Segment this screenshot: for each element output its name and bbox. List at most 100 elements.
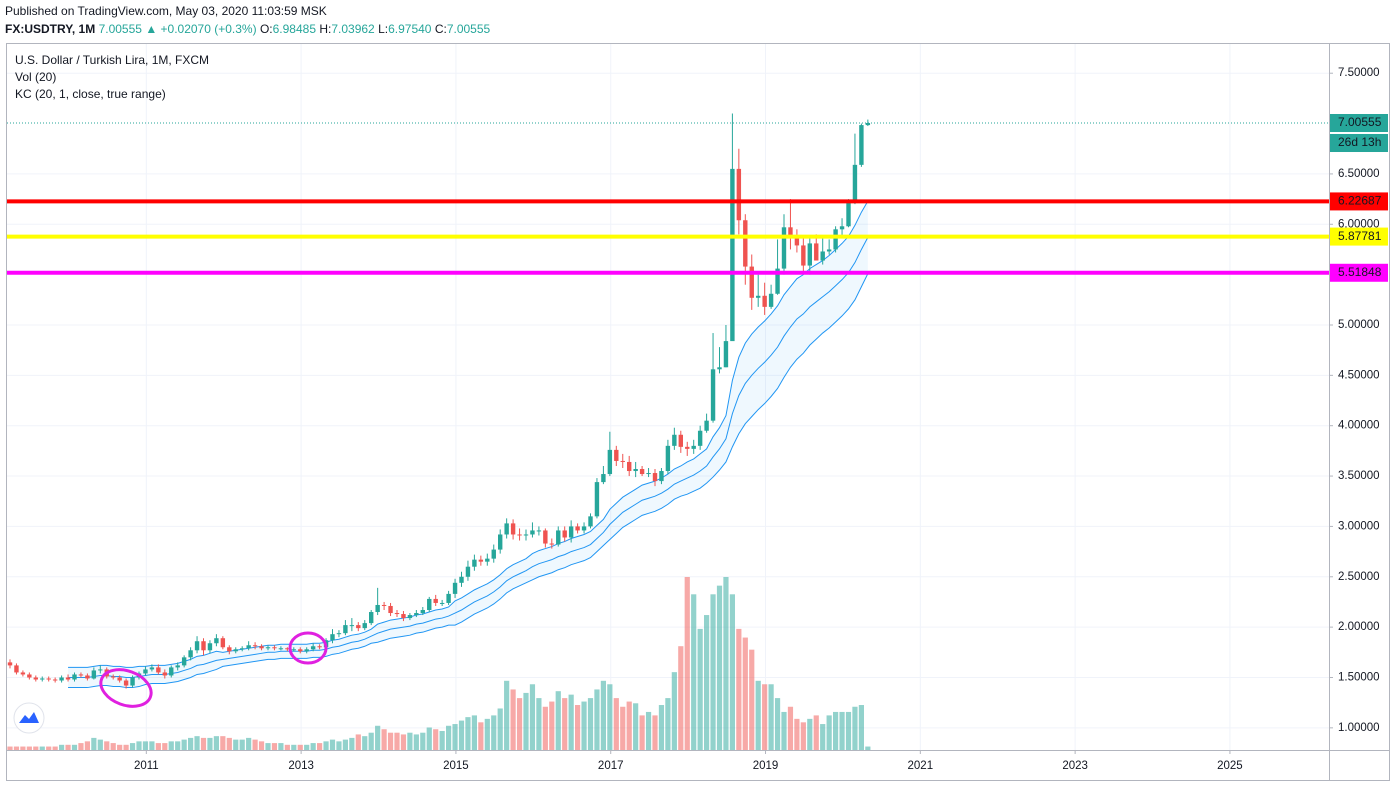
candle-body <box>123 680 129 686</box>
volume-bar <box>78 743 84 750</box>
volume-bar <box>581 701 587 750</box>
candle-body <box>820 251 825 261</box>
volume-bar <box>413 734 419 750</box>
volume-bar <box>368 732 374 750</box>
candle-body <box>646 473 651 475</box>
candle-body <box>794 238 800 246</box>
volume-bar <box>639 715 645 750</box>
y-tick-label: 7.50000 <box>1338 67 1380 79</box>
volume-bar <box>510 689 516 750</box>
candle-body <box>98 669 103 671</box>
candle-body <box>633 469 638 472</box>
volume-bar <box>258 741 265 750</box>
volume-bar <box>755 680 761 750</box>
y-tick-label: 2.00000 <box>1338 621 1380 633</box>
logo <box>13 702 45 734</box>
volume-bar <box>794 718 800 750</box>
legend-title: U.S. Dollar / Turkish Lira, 1M, FXCM <box>15 53 209 67</box>
candle-body <box>736 168 742 221</box>
candle-body <box>214 638 219 644</box>
volume-bar <box>84 741 90 750</box>
volume-bar <box>317 743 323 750</box>
volume-bar <box>52 746 58 750</box>
x-tick-label: 2015 <box>443 760 469 772</box>
volume-bar <box>110 743 116 750</box>
price-label: 7.00555 <box>1338 115 1382 129</box>
volume-bar <box>175 741 181 750</box>
candle-body <box>491 549 496 559</box>
volume-bar <box>768 684 774 750</box>
volume-bar <box>484 718 490 750</box>
volume-bar <box>239 739 245 750</box>
candle-body <box>330 634 335 641</box>
volume-bar <box>787 706 794 750</box>
volume-bar <box>865 746 871 750</box>
volume-bar <box>478 722 484 750</box>
volume-bar <box>587 698 594 750</box>
x-tick-label: 2025 <box>1217 760 1243 772</box>
candle-body <box>859 125 864 165</box>
volume-bar <box>562 698 568 750</box>
volume-bar <box>71 744 78 750</box>
y-tick-label: 4.50000 <box>1338 369 1380 381</box>
ohlc-label: L: <box>378 22 388 36</box>
candle-body <box>697 430 703 446</box>
candle-body <box>504 523 509 535</box>
volume-bar <box>291 744 297 750</box>
volume-bar <box>375 725 381 750</box>
candle-body <box>304 649 309 652</box>
candle-body <box>865 123 871 126</box>
volume-bar <box>800 722 806 750</box>
y-tick-label: 1.50000 <box>1338 672 1380 684</box>
candle-body <box>169 667 174 676</box>
candle-body <box>523 534 529 536</box>
candle-body <box>665 445 671 472</box>
candle-body <box>233 649 238 652</box>
change: ▲ +0.02070 (+0.3%) <box>145 22 256 36</box>
candle-body <box>601 474 606 483</box>
candle-body <box>162 672 167 676</box>
candle-body <box>117 677 122 681</box>
volume-bar <box>33 746 39 750</box>
candle-body <box>814 243 819 261</box>
candle-body <box>201 641 206 651</box>
candle-body <box>846 200 851 227</box>
published: Published on TradingView.com, May 03, 20… <box>5 4 327 18</box>
volume-bar <box>555 691 561 750</box>
volume-bar <box>278 743 284 750</box>
x-tick-label: 2023 <box>1062 760 1088 772</box>
candle-body <box>639 469 645 475</box>
candle-body <box>556 530 561 545</box>
volume-bar <box>20 746 26 750</box>
candle-body <box>220 638 226 648</box>
volume-bar <box>149 741 155 750</box>
volume-bar <box>362 736 368 750</box>
annotation-circle <box>99 668 153 708</box>
volume-bar <box>181 739 187 750</box>
countdown: 26d 13h <box>1338 135 1381 149</box>
candle-body <box>756 295 761 298</box>
volume-bar <box>497 708 503 750</box>
candle-body <box>207 643 213 651</box>
volume-bar <box>652 715 658 750</box>
volume-bar <box>691 594 697 750</box>
volume-bar <box>529 684 536 750</box>
candle-body <box>510 523 516 535</box>
candle-body <box>704 420 709 431</box>
volume-bar <box>858 705 864 750</box>
annotation-circle <box>288 631 328 665</box>
frame <box>6 43 1390 781</box>
candle-body <box>72 674 77 680</box>
volume-bar <box>774 698 781 750</box>
candle-body <box>536 530 542 532</box>
volume-bar <box>97 739 103 750</box>
candle-body <box>472 559 477 567</box>
candle-body <box>91 670 97 679</box>
ohlc-value: 7.00555 <box>447 22 491 36</box>
volume-bar <box>523 692 529 750</box>
candle-body <box>278 648 284 650</box>
candle-body <box>659 471 664 482</box>
ohlc-value: 6.97540 <box>388 22 432 36</box>
level-label: 5.51848 <box>1338 265 1382 279</box>
volume-bar <box>852 706 858 750</box>
